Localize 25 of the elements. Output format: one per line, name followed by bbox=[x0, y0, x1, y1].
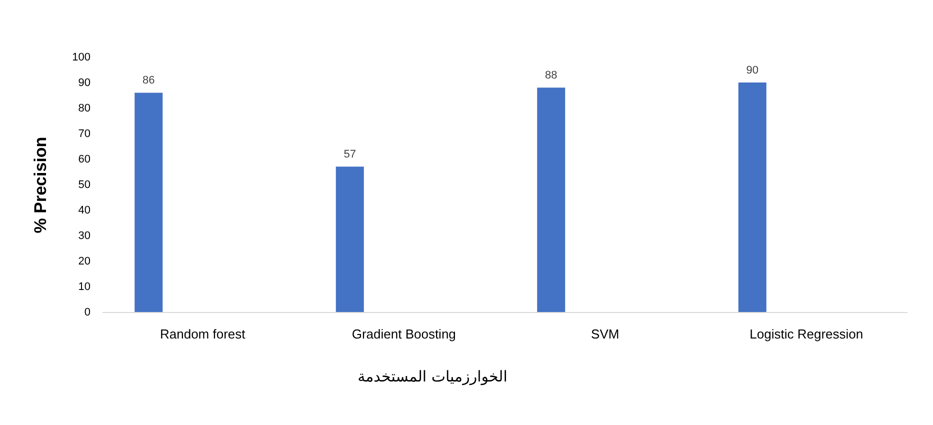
x-tick-label: Random forest bbox=[160, 326, 246, 342]
bar bbox=[738, 82, 766, 312]
bar bbox=[537, 88, 566, 312]
y-tick-label: 40 bbox=[78, 204, 90, 216]
y-tick-label: 80 bbox=[78, 102, 90, 114]
y-tick-label: 70 bbox=[78, 128, 90, 140]
x-tick-label: SVM bbox=[591, 326, 620, 342]
y-tick-label: 0 bbox=[84, 306, 90, 318]
y-tick-label: 90 bbox=[78, 77, 90, 89]
bar bbox=[134, 92, 163, 312]
data-label: 86 bbox=[142, 74, 155, 87]
data-label: 90 bbox=[746, 64, 758, 76]
y-tick-label: 20 bbox=[78, 256, 90, 268]
x-tick-label: Gradient Boosting bbox=[352, 326, 456, 342]
y-tick-label: 60 bbox=[78, 154, 90, 166]
x-tick-label: Logistic Regression bbox=[750, 326, 864, 342]
bar bbox=[336, 166, 364, 312]
data-label: 57 bbox=[344, 148, 356, 161]
y-axis-title: % Precision bbox=[31, 136, 50, 234]
y-tick-label: 50 bbox=[78, 179, 90, 191]
x-axis-title: الخوارزميات المستخدمة bbox=[358, 368, 508, 386]
data-label: 88 bbox=[545, 70, 558, 82]
y-tick-label: 100 bbox=[72, 52, 90, 64]
y-tick-label: 10 bbox=[78, 281, 90, 293]
y-tick-label: 30 bbox=[78, 230, 90, 242]
